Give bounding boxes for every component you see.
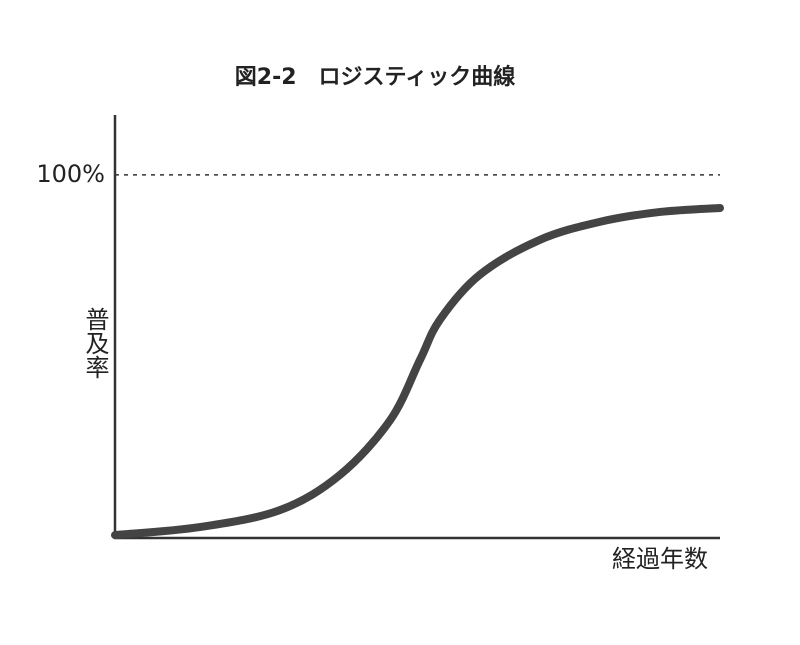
line-series (111, 203, 724, 540)
y-axis-label: 普及率 (81, 307, 109, 379)
y-tick-label: 100% (36, 160, 105, 188)
x-axis-label: 経過年数 (612, 545, 708, 573)
chart-title: 図2-2 ロジスティック曲線 (235, 64, 515, 90)
